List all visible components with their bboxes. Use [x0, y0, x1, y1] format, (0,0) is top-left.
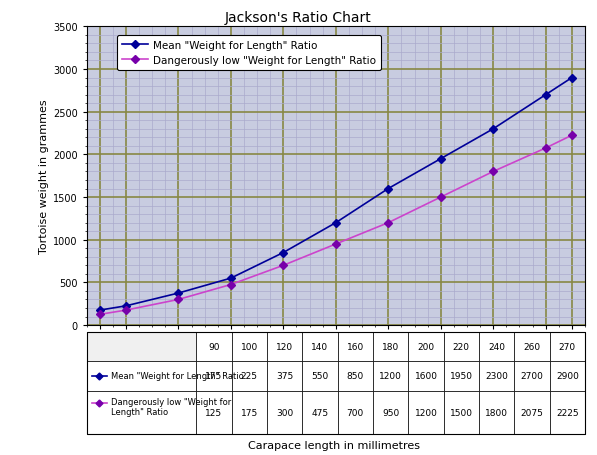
Legend: Mean "Weight for Length" Ratio, Dangerously low "Weight for Length" Ratio: Mean "Weight for Length" Ratio, Dangerou…	[116, 35, 381, 71]
Text: 1800: 1800	[485, 409, 508, 418]
Text: 1200: 1200	[414, 409, 438, 418]
Text: 120: 120	[276, 342, 293, 351]
Text: 2075: 2075	[521, 409, 543, 418]
Text: 550: 550	[311, 372, 328, 381]
Bar	[196, 391, 232, 435]
Bar	[87, 391, 196, 435]
Bar	[338, 332, 373, 361]
Text: 240: 240	[488, 342, 505, 351]
Text: 2225: 2225	[556, 409, 578, 418]
Text: 100: 100	[241, 342, 258, 351]
Bar	[550, 361, 585, 391]
Mean "Weight for Length" Ratio	[384, 187, 392, 192]
Bar	[550, 332, 585, 361]
Dangerously low "Weight for Length" Ratio	[280, 263, 287, 268]
Text: 180: 180	[382, 342, 399, 351]
Bar	[267, 391, 302, 435]
Bar	[302, 391, 338, 435]
Bar	[302, 332, 338, 361]
Text: 270: 270	[559, 342, 576, 351]
Bar	[267, 361, 302, 391]
Bar	[267, 332, 302, 361]
Text: 2300: 2300	[485, 372, 508, 381]
Bar	[408, 391, 444, 435]
Dangerously low "Weight for Length" Ratio	[175, 297, 182, 303]
Bar	[232, 332, 267, 361]
Dangerously low "Weight for Length" Ratio	[227, 282, 235, 288]
Bar	[479, 391, 515, 435]
Text: 225: 225	[241, 372, 258, 381]
Text: 700: 700	[347, 409, 364, 418]
Bar	[373, 361, 408, 391]
Dangerously low "Weight for Length" Ratio	[568, 133, 576, 139]
Bar	[515, 391, 550, 435]
Bar	[87, 361, 196, 391]
Bar	[196, 332, 232, 361]
Text: 1950: 1950	[450, 372, 473, 381]
Dangerously low "Weight for Length" Ratio	[384, 220, 392, 226]
Bar	[479, 332, 515, 361]
Line: Dangerously low "Weight for Length" Ratio: Dangerously low "Weight for Length" Rati…	[97, 133, 575, 318]
Text: 850: 850	[347, 372, 364, 381]
Mean "Weight for Length" Ratio	[280, 250, 287, 256]
Y-axis label: Tortoise weight in grammes: Tortoise weight in grammes	[39, 99, 48, 253]
Text: Jackson's Ratio Chart: Jackson's Ratio Chart	[225, 11, 372, 25]
Bar	[444, 361, 479, 391]
Mean "Weight for Length" Ratio	[542, 93, 549, 98]
Text: 950: 950	[382, 409, 399, 418]
Bar	[550, 391, 585, 435]
Mean "Weight for Length" Ratio	[437, 157, 444, 162]
Text: 475: 475	[312, 409, 328, 418]
Bar	[515, 332, 550, 361]
Text: 2900: 2900	[556, 372, 579, 381]
Bar	[232, 391, 267, 435]
Bar	[302, 361, 338, 391]
Text: 260: 260	[524, 342, 541, 351]
Text: 220: 220	[453, 342, 470, 351]
Line: Mean "Weight for Length" Ratio: Mean "Weight for Length" Ratio	[97, 76, 575, 313]
Text: 175: 175	[205, 372, 223, 381]
Text: 175: 175	[241, 409, 258, 418]
Mean "Weight for Length" Ratio	[96, 308, 103, 313]
Mean "Weight for Length" Ratio	[175, 291, 182, 296]
Dangerously low "Weight for Length" Ratio	[542, 146, 549, 152]
Mean "Weight for Length" Ratio	[227, 276, 235, 281]
Dangerously low "Weight for Length" Ratio	[96, 312, 103, 318]
Text: 1500: 1500	[450, 409, 473, 418]
Bar	[373, 332, 408, 361]
Mean "Weight for Length" Ratio	[490, 127, 497, 132]
Bar	[338, 361, 373, 391]
Text: 1600: 1600	[414, 372, 438, 381]
Text: 300: 300	[276, 409, 293, 418]
Mean "Weight for Length" Ratio	[332, 220, 339, 226]
Bar	[444, 332, 479, 361]
Text: 140: 140	[312, 342, 328, 351]
Text: 160: 160	[347, 342, 364, 351]
Text: 90: 90	[208, 342, 220, 351]
Bar	[196, 361, 232, 391]
Mean "Weight for Length" Ratio	[568, 76, 576, 81]
Bar	[408, 332, 444, 361]
Bar	[515, 361, 550, 391]
Text: 200: 200	[417, 342, 435, 351]
Bar	[232, 361, 267, 391]
Mean "Weight for Length" Ratio	[122, 303, 130, 309]
Bar	[479, 361, 515, 391]
Text: 125: 125	[205, 409, 223, 418]
Bar	[373, 391, 408, 435]
Dangerously low "Weight for Length" Ratio	[437, 195, 444, 200]
Bar	[338, 391, 373, 435]
Text: 1200: 1200	[379, 372, 402, 381]
Text: 375: 375	[276, 372, 293, 381]
Bar	[444, 391, 479, 435]
Dangerously low "Weight for Length" Ratio	[332, 242, 339, 247]
Bar	[87, 332, 196, 361]
Dangerously low "Weight for Length" Ratio	[490, 169, 497, 175]
Text: Dangerously low "Weight for
Length" Ratio: Dangerously low "Weight for Length" Rati…	[112, 397, 232, 416]
Text: Mean "Weight for Length" Ratio: Mean "Weight for Length" Ratio	[112, 372, 244, 381]
Bar	[408, 361, 444, 391]
Text: Carapace length in millimetres: Carapace length in millimetres	[248, 440, 420, 450]
Text: 2700: 2700	[521, 372, 543, 381]
Dangerously low "Weight for Length" Ratio	[122, 308, 130, 313]
